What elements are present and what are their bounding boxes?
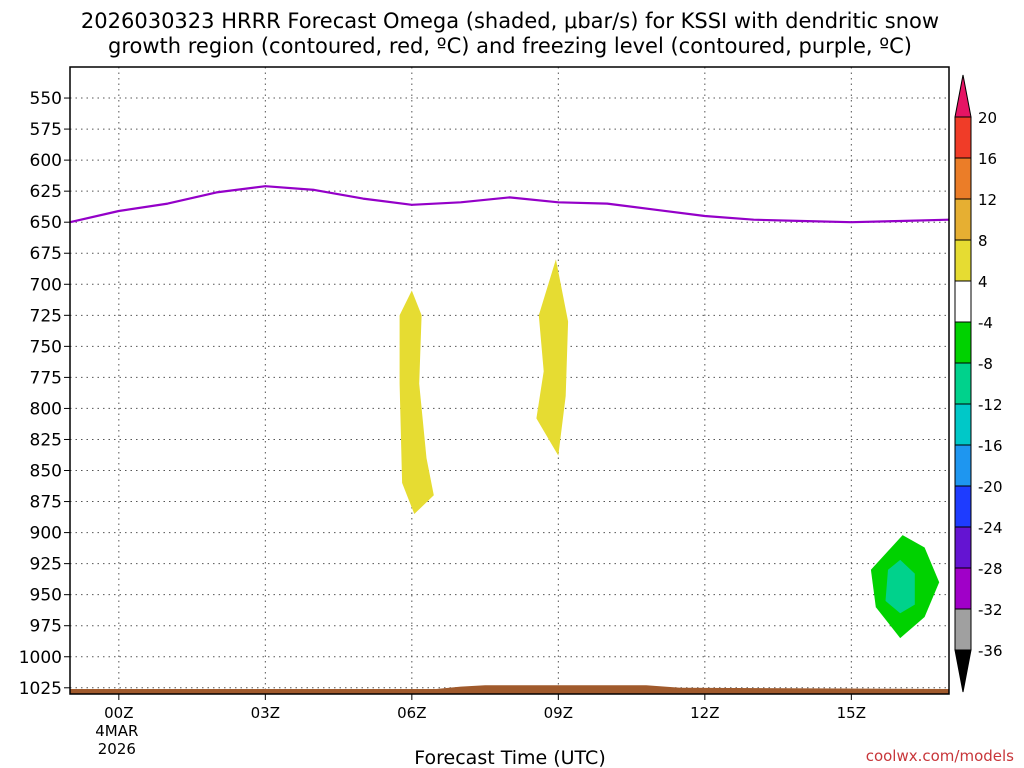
colorbar-label--24: -24 (978, 519, 1003, 537)
y-tick-label-700: 700 (30, 275, 62, 295)
y-tick-label-875: 875 (30, 493, 62, 513)
colorbar-box-13 (954, 608, 972, 651)
x-axis-label: Forecast Time (UTC) (414, 747, 605, 768)
colorbar-label-16: 16 (978, 150, 997, 168)
colorbar-arrow-bottom (954, 649, 972, 693)
y-tick-label-650: 650 (30, 213, 62, 233)
y-tick-label-575: 575 (30, 120, 62, 140)
x-tick-label-03Z: 03Z (251, 704, 280, 722)
colorbar-box-12 (954, 567, 972, 610)
colorbar-arrow-top (954, 74, 972, 118)
x-tick-label-06Z: 06Z (397, 704, 426, 722)
colorbar-label-12: 12 (978, 191, 997, 209)
colorbar-box-8 (954, 403, 972, 446)
colorbar-box-1 (954, 116, 972, 159)
y-axis-pressure: 550 575 600 625 650 675 700 725 750 775 800 825 850 8… (19, 89, 70, 699)
colorbar-box-10 (954, 485, 972, 528)
terrain-fill (70, 685, 949, 694)
colorbar-label--20: -20 (978, 478, 1003, 496)
freezing-level-line (69, 185, 950, 224)
y-tick-label-925: 925 (30, 555, 62, 575)
y-tick-label-725: 725 (30, 306, 62, 326)
omega-region-1 (399, 290, 434, 514)
colorbar-box-6 (954, 321, 972, 364)
x-tick-label-09Z: 09Z (544, 704, 573, 722)
credit-link[interactable]: coolwx.com/models (866, 747, 1014, 765)
colorbar-box-5 (954, 280, 972, 323)
x-year-label: 2026 (98, 740, 136, 758)
y-tick-label-950: 950 (30, 586, 62, 606)
plot-background (70, 67, 949, 694)
y-tick-label-850: 850 (30, 462, 62, 482)
y-tick-label-600: 600 (30, 151, 62, 171)
y-tick-label-625: 625 (30, 182, 62, 202)
colorbar-label--28: -28 (978, 560, 1003, 578)
y-tick-label-825: 825 (30, 430, 62, 450)
colorbar-label--4: -4 (978, 314, 993, 332)
y-tick-label-900: 900 (30, 524, 62, 544)
colorbar-box-3 (954, 198, 972, 241)
y-tick-label-750: 750 (30, 337, 62, 357)
y-tick-label-675: 675 (30, 244, 62, 264)
plot-frame (69, 66, 950, 695)
y-tick-label-1025: 1025 (19, 679, 62, 699)
colorbar-box-4 (954, 239, 972, 282)
y-tick-label-800: 800 (30, 399, 62, 419)
colorbar-box-11 (954, 526, 972, 569)
y-tick-label-1000: 1000 (19, 648, 62, 668)
chart-title-line1: 2026030323 HRRR Forecast Omega (shaded, … (81, 9, 939, 33)
freezing-level-contour (69, 185, 950, 224)
colorbar-box-9 (954, 444, 972, 487)
y-tick-label-775: 775 (30, 368, 62, 388)
colorbar-label--8: -8 (978, 355, 993, 373)
colorbar-label--36: -36 (978, 642, 1003, 660)
x-date-label: 4MAR (95, 722, 138, 740)
colorbar-legend: 20 16 12 8 4 -4 -8 -12 -16 -20 -24 -28 -32 -36 (954, 74, 1003, 693)
omega-region-4 (885, 559, 915, 614)
terrain-ground (70, 685, 949, 694)
x-tick-label-12Z: 12Z (690, 704, 719, 722)
omega-shading (399, 259, 940, 639)
y-tick-label-975: 975 (30, 617, 62, 637)
colorbar-label--32: -32 (978, 601, 1003, 619)
chart-title-line2: growth region (contoured, red, ºC) and f… (108, 34, 912, 58)
colorbar-label--12: -12 (978, 396, 1003, 414)
omega-region-2 (536, 259, 569, 456)
colorbar-box-2 (954, 157, 972, 200)
colorbar-label-8: 8 (978, 232, 988, 250)
colorbar-label-20: 20 (978, 109, 997, 127)
plot-area (70, 67, 949, 694)
y-tick-label-550: 550 (30, 89, 62, 109)
colorbar-label-4: 4 (978, 273, 988, 291)
colorbar-box-7 (954, 362, 972, 405)
colorbar-label--16: -16 (978, 437, 1003, 455)
x-tick-label-00Z: 00Z (104, 704, 133, 722)
x-tick-label-15Z: 15Z (837, 704, 866, 722)
